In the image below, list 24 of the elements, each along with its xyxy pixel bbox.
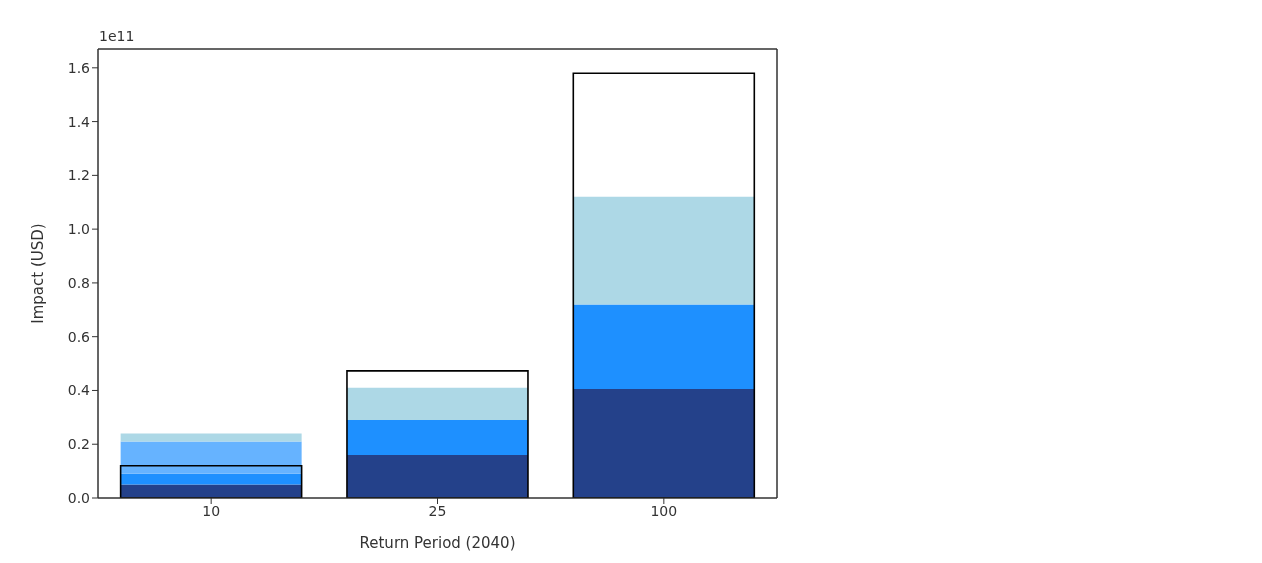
text: 1e11 [99,28,135,44]
bar [346,387,528,421]
y-tick-label: 0.4 [67,382,91,399]
x-axis-title: Return Period (2040) [359,534,516,552]
bar [120,433,302,442]
y-tick-label: 1.2 [67,167,90,184]
y-tick-label: 0.8 [67,274,90,291]
bar [346,454,528,498]
x-tick-label: 100 [650,502,678,519]
y-tick-label: 0.6 [67,328,91,345]
bar [573,196,755,305]
x-tick-label: 10 [202,502,221,519]
bar [346,420,528,455]
y-tick-label: 0.2 [67,436,90,453]
x-tick-label: 25 [428,502,447,519]
bar [120,473,302,485]
y-axis-title: Impact (USD) [29,223,48,324]
bar [120,441,302,474]
bar [573,304,755,390]
bar [573,389,755,498]
y-tick-label: 1.4 [67,113,91,130]
y-tick-label: 1.0 [67,221,90,238]
y-tick-label: 0.0 [67,489,90,506]
y-tick-label: 1.6 [67,59,91,76]
